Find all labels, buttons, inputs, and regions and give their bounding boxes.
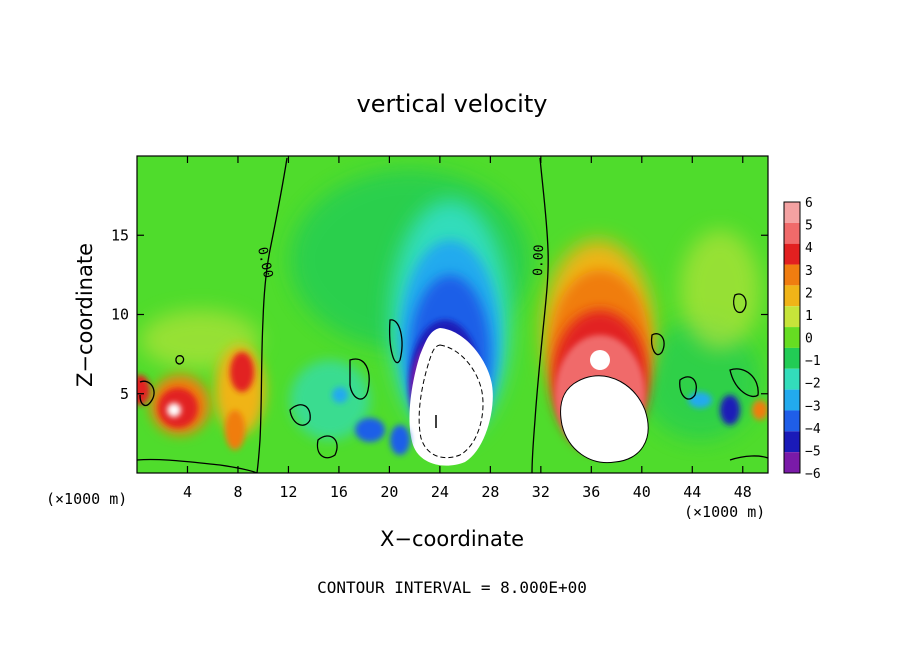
colorbar-label: −3 — [805, 399, 821, 414]
x-tick-label: 44 — [683, 483, 701, 501]
colorbar-swatch — [784, 368, 800, 390]
colorbar-label: −4 — [805, 422, 821, 437]
colorbar-label: −1 — [805, 354, 821, 369]
colorbar-label: −6 — [805, 467, 821, 482]
colorbar-label: 5 — [805, 219, 813, 234]
x-tick-label: 28 — [481, 483, 499, 501]
x-tick-label: 24 — [431, 483, 449, 501]
contour-lines — [137, 157, 768, 473]
colorbar-label: −5 — [805, 444, 821, 459]
colorbar-swatch — [784, 347, 800, 369]
x-tick-label: 4 — [183, 483, 192, 501]
contour-interval-note: CONTOUR INTERVAL = 8.000E+00 — [317, 578, 587, 597]
colorbar-swatch — [784, 452, 800, 473]
colorbar-label: 6 — [805, 196, 813, 211]
chart-title: vertical velocity — [357, 90, 548, 118]
colorbar-label: 1 — [805, 309, 813, 324]
colorbar-swatch — [784, 202, 800, 223]
y-axis-label: Z−coordinate — [73, 243, 97, 387]
colorbar-swatch — [784, 243, 800, 265]
colorbar-swatch — [784, 327, 800, 348]
field-blobs — [137, 170, 768, 466]
colorbar-frame — [783, 201, 801, 474]
y-axis: 5 10 15 — [111, 226, 768, 403]
colorbar-swatch — [784, 410, 800, 432]
colorbar-label: 3 — [805, 264, 813, 279]
contour-label-left: 0.00 — [254, 246, 275, 280]
x-tick-label: 8 — [233, 483, 242, 501]
x-axis: 4 8 12 16 20 24 28 32 36 40 44 48 — [183, 156, 752, 501]
colorbar-label: −2 — [805, 377, 821, 392]
colorbar-swatch — [784, 285, 800, 307]
colorbar-swatch — [784, 431, 800, 453]
x-tick-label: 36 — [582, 483, 600, 501]
x-tick-label: 20 — [380, 483, 398, 501]
x-axis-label: X−coordinate — [380, 527, 524, 551]
colorbar: 6 5 4 3 2 1 0 −1 −2 −3 −4 −5 −6 — [783, 196, 821, 482]
colorbar-swatch — [784, 306, 800, 328]
colorbar-swatch — [784, 389, 800, 411]
y-tick-label: 15 — [111, 226, 129, 244]
colorbar-swatch — [784, 222, 800, 244]
x-unit-right: (×1000 m) — [684, 503, 765, 521]
colorbar-swatch — [784, 264, 800, 286]
x-tick-label: 48 — [734, 483, 752, 501]
x-tick-label: 16 — [330, 483, 348, 501]
colorbar-label: 0 — [805, 332, 813, 347]
plot-area: 0.00 0.00 — [137, 156, 768, 473]
colorbar-label: 4 — [805, 241, 813, 256]
contour-label-right: 0.00 — [531, 244, 547, 276]
y-tick-label: 10 — [111, 306, 129, 324]
colorbar-label: 2 — [805, 286, 813, 301]
x-tick-label: 12 — [279, 483, 297, 501]
y-tick-label: 5 — [120, 385, 129, 403]
x-tick-label: 40 — [633, 483, 651, 501]
x-tick-label: 32 — [532, 483, 550, 501]
x-unit-left: (×1000 m) — [46, 490, 127, 508]
